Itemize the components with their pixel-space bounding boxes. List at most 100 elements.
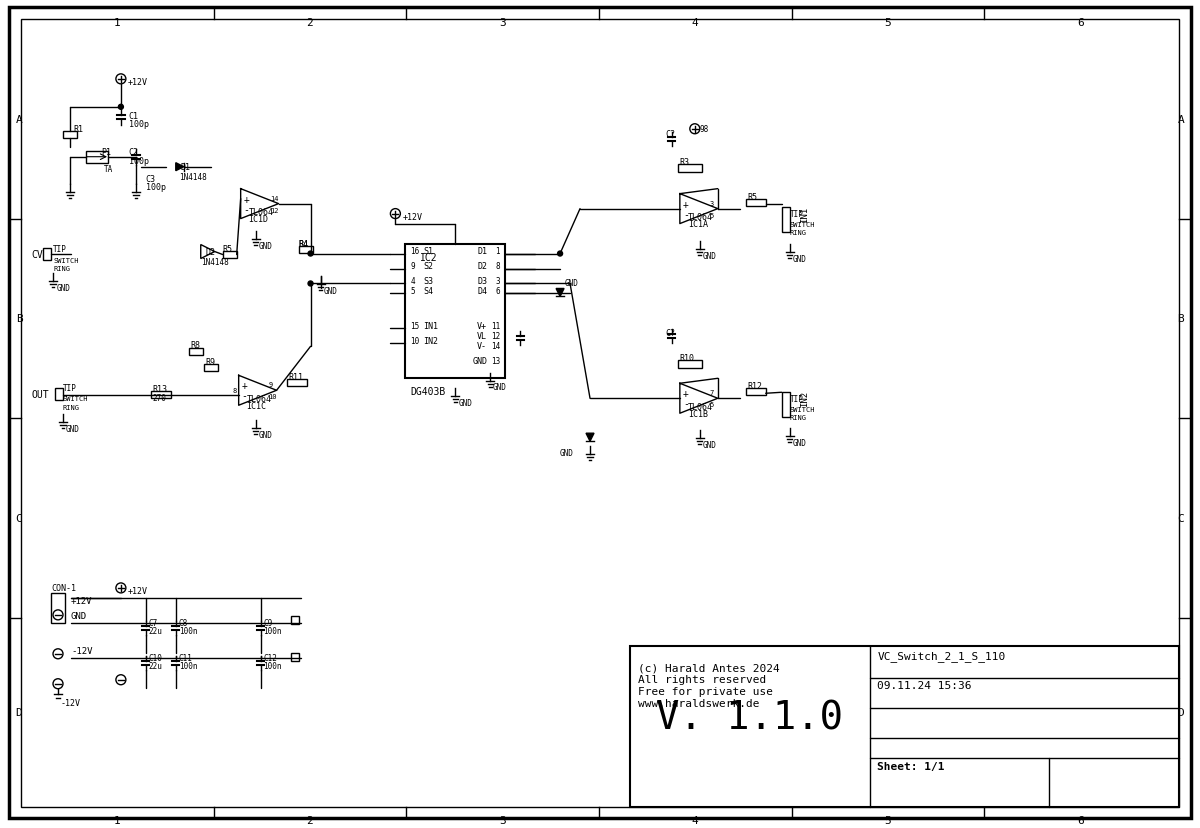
Text: GND: GND <box>793 439 806 448</box>
Text: C9: C9 <box>264 619 272 627</box>
Text: GND: GND <box>703 440 716 450</box>
Text: R13: R13 <box>152 385 168 394</box>
Bar <box>62 132 77 138</box>
Text: TL064: TL064 <box>248 208 274 217</box>
Text: 6: 6 <box>496 286 500 296</box>
Text: C3: C3 <box>146 175 156 184</box>
Text: 14: 14 <box>271 195 280 201</box>
Text: SWITCH: SWITCH <box>790 221 815 228</box>
Bar <box>406 244 505 379</box>
Text: TIP: TIP <box>62 384 77 392</box>
Text: 22u: 22u <box>149 626 163 635</box>
Text: +: + <box>683 200 689 209</box>
Text: 22u: 22u <box>149 661 163 670</box>
Text: IN1: IN1 <box>799 206 809 223</box>
Bar <box>287 380 306 387</box>
Text: IC1C: IC1C <box>247 402 266 410</box>
Text: R1: R1 <box>73 125 83 133</box>
Text: +12V: +12V <box>128 587 148 595</box>
Text: S2: S2 <box>424 262 433 271</box>
Text: V+: V+ <box>478 321 487 330</box>
Text: 1N4148: 1N4148 <box>179 172 206 181</box>
Bar <box>223 251 236 258</box>
Text: 5: 5 <box>884 816 890 826</box>
Text: C11: C11 <box>179 653 193 662</box>
Text: R12: R12 <box>748 382 763 391</box>
Text: 2: 2 <box>306 18 313 28</box>
Text: C: C <box>16 513 23 523</box>
Text: 10: 10 <box>269 394 277 400</box>
Text: 5: 5 <box>410 286 415 296</box>
Text: 100n: 100n <box>264 661 282 670</box>
Text: 16: 16 <box>410 247 420 256</box>
Text: +12V: +12V <box>71 596 92 605</box>
Text: B: B <box>1177 314 1184 324</box>
Text: 6: 6 <box>1078 18 1085 28</box>
Text: 5: 5 <box>709 402 714 407</box>
Bar <box>52 593 65 623</box>
Text: SWITCH: SWITCH <box>62 396 89 402</box>
Text: 1: 1 <box>496 247 500 256</box>
Text: SWITCH: SWITCH <box>790 407 815 412</box>
Bar <box>781 207 790 233</box>
Text: 270: 270 <box>152 394 167 402</box>
Polygon shape <box>586 434 594 441</box>
Text: 1: 1 <box>114 816 120 826</box>
Text: IN2: IN2 <box>799 391 809 407</box>
Text: 100p: 100p <box>128 119 149 128</box>
Text: C10: C10 <box>149 653 163 662</box>
Text: +12V: +12V <box>128 79 148 87</box>
Text: 100p: 100p <box>146 182 166 191</box>
Text: GND: GND <box>703 251 716 260</box>
Text: GND: GND <box>473 356 487 365</box>
Bar <box>745 389 766 396</box>
Text: IC2: IC2 <box>420 253 438 262</box>
Text: P1: P1 <box>101 147 110 156</box>
Text: RING: RING <box>790 415 806 421</box>
Text: (c) Harald Antes 2024
All rights reserved
Free for private use
www.haraldswerk.d: (c) Harald Antes 2024 All rights reserve… <box>638 663 780 708</box>
Text: D2: D2 <box>478 262 487 271</box>
Text: D: D <box>1177 707 1184 717</box>
Bar <box>55 389 62 401</box>
Text: R5: R5 <box>748 192 757 201</box>
Text: GND: GND <box>560 449 574 458</box>
Text: 12: 12 <box>271 207 280 214</box>
Text: A: A <box>1177 114 1184 125</box>
Text: CV: CV <box>31 249 43 259</box>
Bar <box>204 365 217 372</box>
Text: 13: 13 <box>491 356 500 365</box>
Text: C8: C8 <box>179 619 188 627</box>
Bar <box>290 653 299 661</box>
Text: 09.11.24 15:36: 09.11.24 15:36 <box>877 680 972 690</box>
Text: 15: 15 <box>410 321 420 330</box>
Text: RING: RING <box>62 405 80 411</box>
Text: 2: 2 <box>306 816 313 826</box>
Text: R4: R4 <box>299 239 308 248</box>
Text: 3: 3 <box>496 277 500 286</box>
Text: TIP: TIP <box>790 395 804 404</box>
Text: 8: 8 <box>233 388 236 394</box>
Text: 5: 5 <box>884 18 890 28</box>
Text: +: + <box>244 195 250 205</box>
Text: 14: 14 <box>491 341 500 350</box>
Text: C: C <box>1177 513 1184 523</box>
Text: D1: D1 <box>181 162 191 171</box>
Text: V-: V- <box>478 341 487 350</box>
Text: R10: R10 <box>680 354 695 363</box>
Text: IC1B: IC1B <box>688 409 708 418</box>
Text: +12V: +12V <box>402 213 422 222</box>
Text: 12: 12 <box>491 331 500 340</box>
Text: DG403B: DG403B <box>410 387 445 397</box>
Circle shape <box>308 252 313 257</box>
Text: 4: 4 <box>691 816 698 826</box>
Text: GND: GND <box>58 284 71 293</box>
Text: VC_Switch_2_1_S_110: VC_Switch_2_1_S_110 <box>877 650 1006 661</box>
Text: 100p: 100p <box>128 156 149 166</box>
Bar <box>299 246 312 253</box>
Text: S1: S1 <box>424 247 433 256</box>
Text: 1N4148: 1N4148 <box>200 258 228 267</box>
Bar <box>290 616 299 624</box>
Text: GND: GND <box>793 254 806 263</box>
Circle shape <box>119 105 124 110</box>
Text: GND: GND <box>458 399 472 407</box>
